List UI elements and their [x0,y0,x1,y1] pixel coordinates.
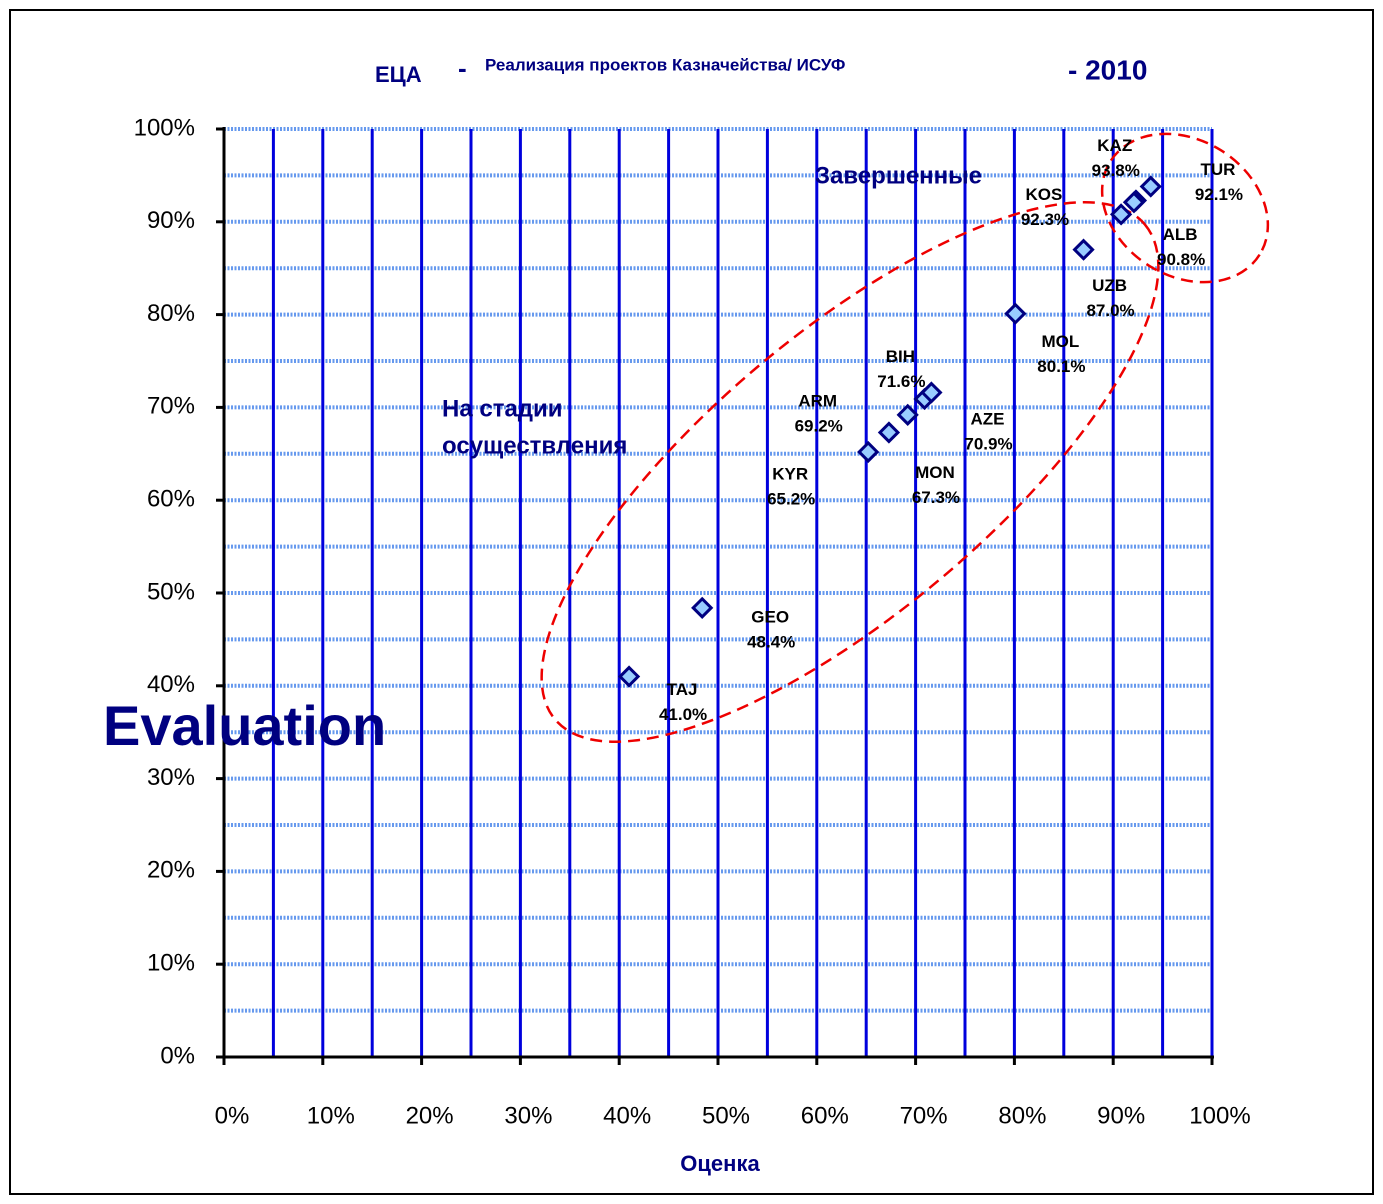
y-tick-label: 70% [147,393,195,420]
point [1139,175,1162,198]
x-tick-label: 60% [801,1102,849,1129]
point-label: ALB [1163,225,1198,244]
value-label: 67.3% [912,488,960,507]
title-part: Реализация проектов Казначейства/ ИСУФ [485,55,845,74]
grid [224,127,1214,1057]
value-label: 70.9% [964,435,1012,454]
point-label: MON [915,463,955,482]
point-label: TUR [1200,160,1235,179]
point [877,421,901,444]
x-tick-label: 100% [1189,1102,1250,1129]
title-part: - 2010 [1068,54,1147,85]
value-label: 92.3% [1021,210,1069,229]
x-tick-label: 10% [307,1102,355,1129]
point-label: KYR [772,464,808,483]
y-tick-label: 40% [147,671,195,698]
x-tick-label: 90% [1097,1102,1145,1129]
title-part: ЕЦА [375,62,422,87]
x-tick-label: 80% [998,1102,1046,1129]
point-label: KAZ [1097,136,1132,155]
point [1004,302,1027,325]
ellipse-in-progress [540,201,1160,743]
value-label: 87.0% [1086,301,1134,320]
value-label: 65.2% [767,489,815,508]
ellipse-completed [1100,132,1270,284]
point-label: KOS [1026,185,1063,204]
point-label: MOL [1041,332,1079,351]
point [857,440,880,464]
value-label: 41.0% [659,705,707,724]
y-tick-label: 80% [147,300,195,327]
frame [9,9,1374,1195]
x-tick-label: 0% [215,1102,250,1129]
annotation: На стадии [442,395,563,422]
value-label: 90.8% [1157,250,1205,269]
point-label: BIH [886,347,915,366]
y-tick-label: 100% [134,114,195,141]
value-label: 69.2% [795,416,843,435]
value-label: 71.6% [877,372,925,391]
point [896,403,919,426]
point [1072,238,1095,261]
value-label: 48.4% [747,632,795,651]
x-tick-label: 40% [603,1102,651,1129]
x-tick-label: 20% [406,1102,454,1129]
x-tick-label: 70% [900,1102,948,1129]
point [1122,191,1146,214]
marks [617,175,1162,688]
value-label: 92.1% [1195,185,1243,204]
y-tick-label: 60% [147,486,195,513]
y-tick-label: 20% [147,857,195,884]
y-tick-label: 90% [147,207,195,234]
point-label: TAJ [667,680,698,699]
annotation: Evaluation [103,694,386,757]
value-label: 80.1% [1037,357,1085,376]
point-label: ARM [798,391,837,410]
point [920,381,943,404]
value-label: 93.8% [1092,161,1140,180]
x-tick-label: 50% [702,1102,750,1129]
y-tick-label: 10% [147,950,195,977]
annotation: осуществления [442,432,627,459]
point [691,596,714,619]
point-label: UZB [1092,276,1127,295]
y-tick-label: 50% [147,578,195,605]
point-label: GEO [751,607,789,626]
point [617,665,641,688]
title-part: - [458,53,467,83]
point-label: AZE [970,410,1004,429]
annotation: Завершенные [815,162,982,189]
point [1109,203,1133,226]
x-tick-label: 30% [504,1102,552,1129]
y-tick-label: 0% [160,1042,195,1069]
y-tick-label: 30% [147,764,195,791]
x-axis-label: Оценка [680,1151,760,1176]
